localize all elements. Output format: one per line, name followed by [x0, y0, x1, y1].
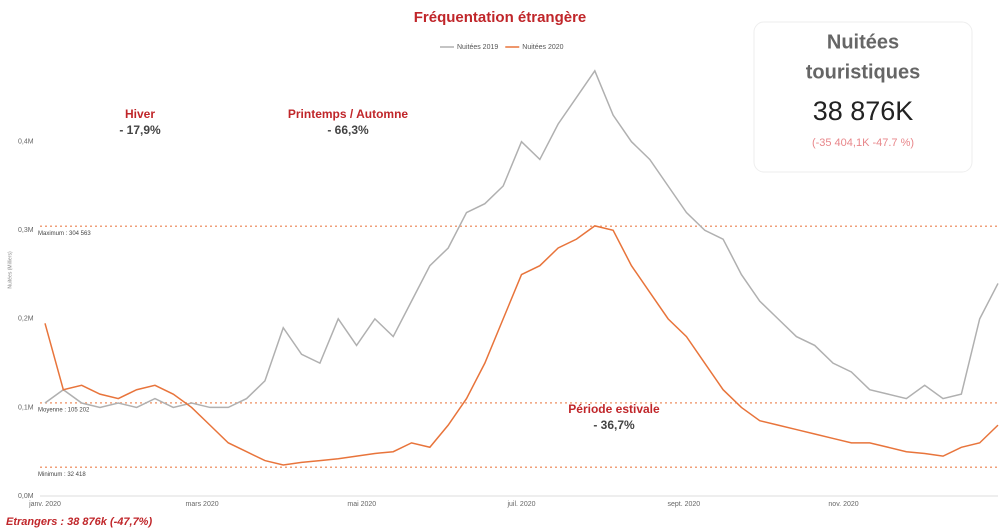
x-tick-label: janv. 2020 [28, 501, 61, 508]
reference-label: Minimum : 32 418 [38, 472, 86, 478]
kpi-title: Nuitées [827, 31, 899, 53]
x-tick-label: mars 2020 [186, 501, 219, 508]
legend-label: Nuitées 2020 [522, 44, 563, 51]
kpi-card [753, 21, 973, 173]
y-tick-label: 0,4M [18, 139, 34, 146]
x-tick-label: mai 2020 [347, 501, 376, 508]
reference-label: Moyenne : 105 202 [38, 407, 90, 413]
x-tick-label: juil. 2020 [506, 501, 535, 508]
y-tick-label: 0,2M [18, 316, 34, 323]
y-tick-label: 0,3M [18, 227, 34, 234]
annotation-title: Hiver [125, 107, 155, 121]
annotation-text: - 36,7% [593, 418, 635, 432]
reference-label: Maximum : 304 563 [38, 231, 91, 237]
y-tick-label: 0,0M [18, 493, 34, 500]
series-line [44, 69, 999, 409]
series-line [44, 225, 999, 466]
legend-label: Nuitées 2019 [457, 44, 498, 51]
kpi-title: touristiques [806, 61, 920, 83]
x-tick-label: nov. 2020 [828, 501, 858, 508]
y-tick-label: 0,1M [18, 404, 34, 411]
annotation-title: Printemps / Automne [288, 107, 409, 121]
annotation-title: Période estivale [568, 402, 660, 416]
chart-title: Fréquentation étrangère [414, 9, 587, 26]
annotation-text: - 66,3% [327, 123, 369, 137]
kpi-delta: (-35 404,1K -47.7 %) [812, 137, 914, 149]
footer: Etrangers : 38 876k (-47,7%) [6, 516, 152, 528]
annotation-text: - 17,9% [119, 123, 161, 137]
y-axis-label: Nuitées (Milliers) [7, 251, 13, 289]
x-tick-label: sept. 2020 [667, 501, 700, 508]
kpi-value: 38 876K [813, 96, 914, 126]
